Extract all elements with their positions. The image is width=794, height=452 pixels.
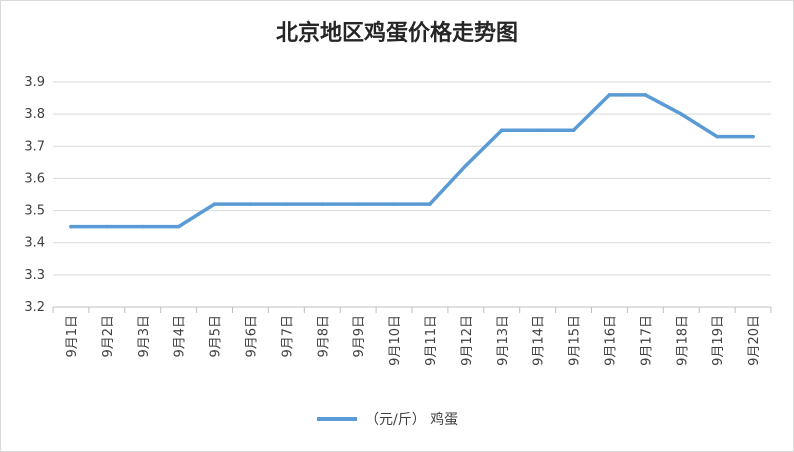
- x-tick-label: 9月13日: [496, 315, 511, 366]
- x-tick-label: 9月5日: [209, 315, 224, 358]
- data-point: [715, 134, 719, 139]
- chart-title: 北京地区鸡蛋价格走势图: [275, 20, 518, 46]
- data-point: [284, 202, 289, 206]
- data-point: [643, 93, 648, 97]
- x-tick-label: 9月10日: [388, 315, 403, 366]
- x-tick-label: 9月12日: [460, 315, 475, 366]
- x-tick-label: 9月11日: [424, 315, 439, 366]
- x-tick-label: 9月8日: [316, 315, 331, 358]
- data-point: [607, 93, 612, 97]
- x-tick-label: 9月18日: [675, 315, 690, 366]
- x-tick-label: 9月14日: [532, 315, 547, 366]
- y-tick-label: 3.9: [24, 75, 45, 90]
- data-point: [105, 224, 109, 229]
- y-tick-label: 3.8: [24, 107, 45, 122]
- x-tick-label: 9月3日: [137, 315, 152, 358]
- x-tick-label: 9月7日: [280, 315, 295, 358]
- data-point: [679, 112, 684, 116]
- legend: （元/斤） 鸡蛋: [317, 409, 458, 429]
- x-tick-label: 9月4日: [173, 315, 188, 358]
- x-tick-label: 9月20日: [747, 315, 762, 366]
- x-tick-label: 9月6日: [244, 315, 259, 358]
- x-tick-label: 9月2日: [101, 315, 116, 358]
- data-point: [499, 128, 504, 133]
- x-tick-label: 9月1日: [65, 315, 80, 358]
- data-point: [69, 224, 73, 229]
- series-line: [69, 93, 755, 229]
- legend-label: （元/斤） 鸡蛋: [365, 412, 459, 428]
- y-tick-label: 3.3: [24, 268, 45, 283]
- y-tick-label: 3.6: [24, 171, 45, 186]
- x-tick-label: 9月15日: [568, 315, 583, 366]
- x-tick-label: 9月16日: [603, 315, 618, 366]
- data-point: [248, 202, 253, 206]
- data-point: [392, 202, 396, 206]
- data-point: [356, 202, 360, 206]
- data-point: [140, 224, 145, 229]
- y-tick-label: 3.5: [24, 204, 45, 219]
- data-point: [535, 128, 540, 133]
- x-tick-label: 9月9日: [352, 315, 367, 358]
- data-point: [176, 224, 181, 229]
- data-point: [464, 163, 468, 168]
- x-tick-label: 9月19日: [711, 315, 726, 366]
- y-tick-label: 3.4: [24, 236, 45, 251]
- legend-swatch: [317, 417, 357, 421]
- data-point: [751, 134, 755, 139]
- data-point: [571, 128, 576, 133]
- y-tick-label: 3.7: [24, 139, 45, 154]
- data-point: [428, 202, 432, 206]
- data-point: [320, 202, 325, 206]
- data-point: [212, 202, 217, 206]
- x-tick-label: 9月17日: [639, 315, 654, 366]
- y-tick-label: 3.2: [24, 300, 45, 315]
